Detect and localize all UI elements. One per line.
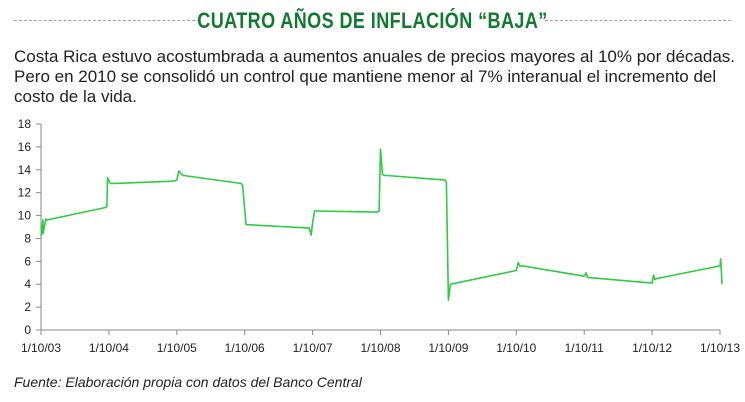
y-tick-label: 18 (18, 117, 32, 131)
y-tick-label: 8 (24, 231, 31, 245)
y-tick-label: 6 (24, 254, 31, 268)
source-note: Fuente: Elaboración propia con datos del… (14, 374, 362, 390)
chart-title: CUATRO AÑOS DE INFLACIÓN “BAJA” (197, 8, 548, 33)
x-tick-label: 1/10/09 (428, 341, 468, 355)
series-layer (40, 148, 723, 301)
x-tick-label: 1/10/10 (496, 341, 536, 355)
x-tick-label: 1/10/11 (565, 341, 604, 355)
y-tick-label: 16 (18, 140, 32, 154)
x-tick-label: 1/10/05 (157, 341, 197, 355)
y-tick-label: 14 (18, 163, 32, 177)
x-tick-label: 1/10/12 (632, 341, 672, 355)
x-tick-label: 1/10/08 (360, 341, 400, 355)
y-axis: 0 2 4 6 8 10 12 14 16 18 (18, 117, 42, 337)
x-tick-label: 1/10/13 (700, 341, 740, 355)
x-axis: 1/10/03 1/10/04 1/10/05 1/10/06 1/10/07 1/10/… (21, 329, 740, 355)
y-tick-label: 0 (24, 323, 31, 337)
title-divider-left (14, 20, 200, 21)
x-tick-label: 1/10/06 (225, 341, 265, 355)
x-tick-label: 1/10/03 (21, 341, 61, 355)
inflation-series-line (40, 148, 723, 301)
x-tick-label: 1/10/07 (293, 341, 333, 355)
y-tick-label: 10 (18, 209, 32, 223)
chart-subtitle: Costa Rica estuvo acostumbrada a aumento… (14, 47, 736, 106)
y-tick-label: 4 (24, 277, 31, 291)
x-tick-label: 1/10/04 (89, 341, 129, 355)
title-divider-right (545, 20, 731, 21)
y-tick-label: 12 (18, 186, 32, 200)
y-tick-label: 2 (24, 300, 31, 314)
chart-header: CUATRO AÑOS DE INFLACIÓN “BAJA” (0, 6, 745, 36)
